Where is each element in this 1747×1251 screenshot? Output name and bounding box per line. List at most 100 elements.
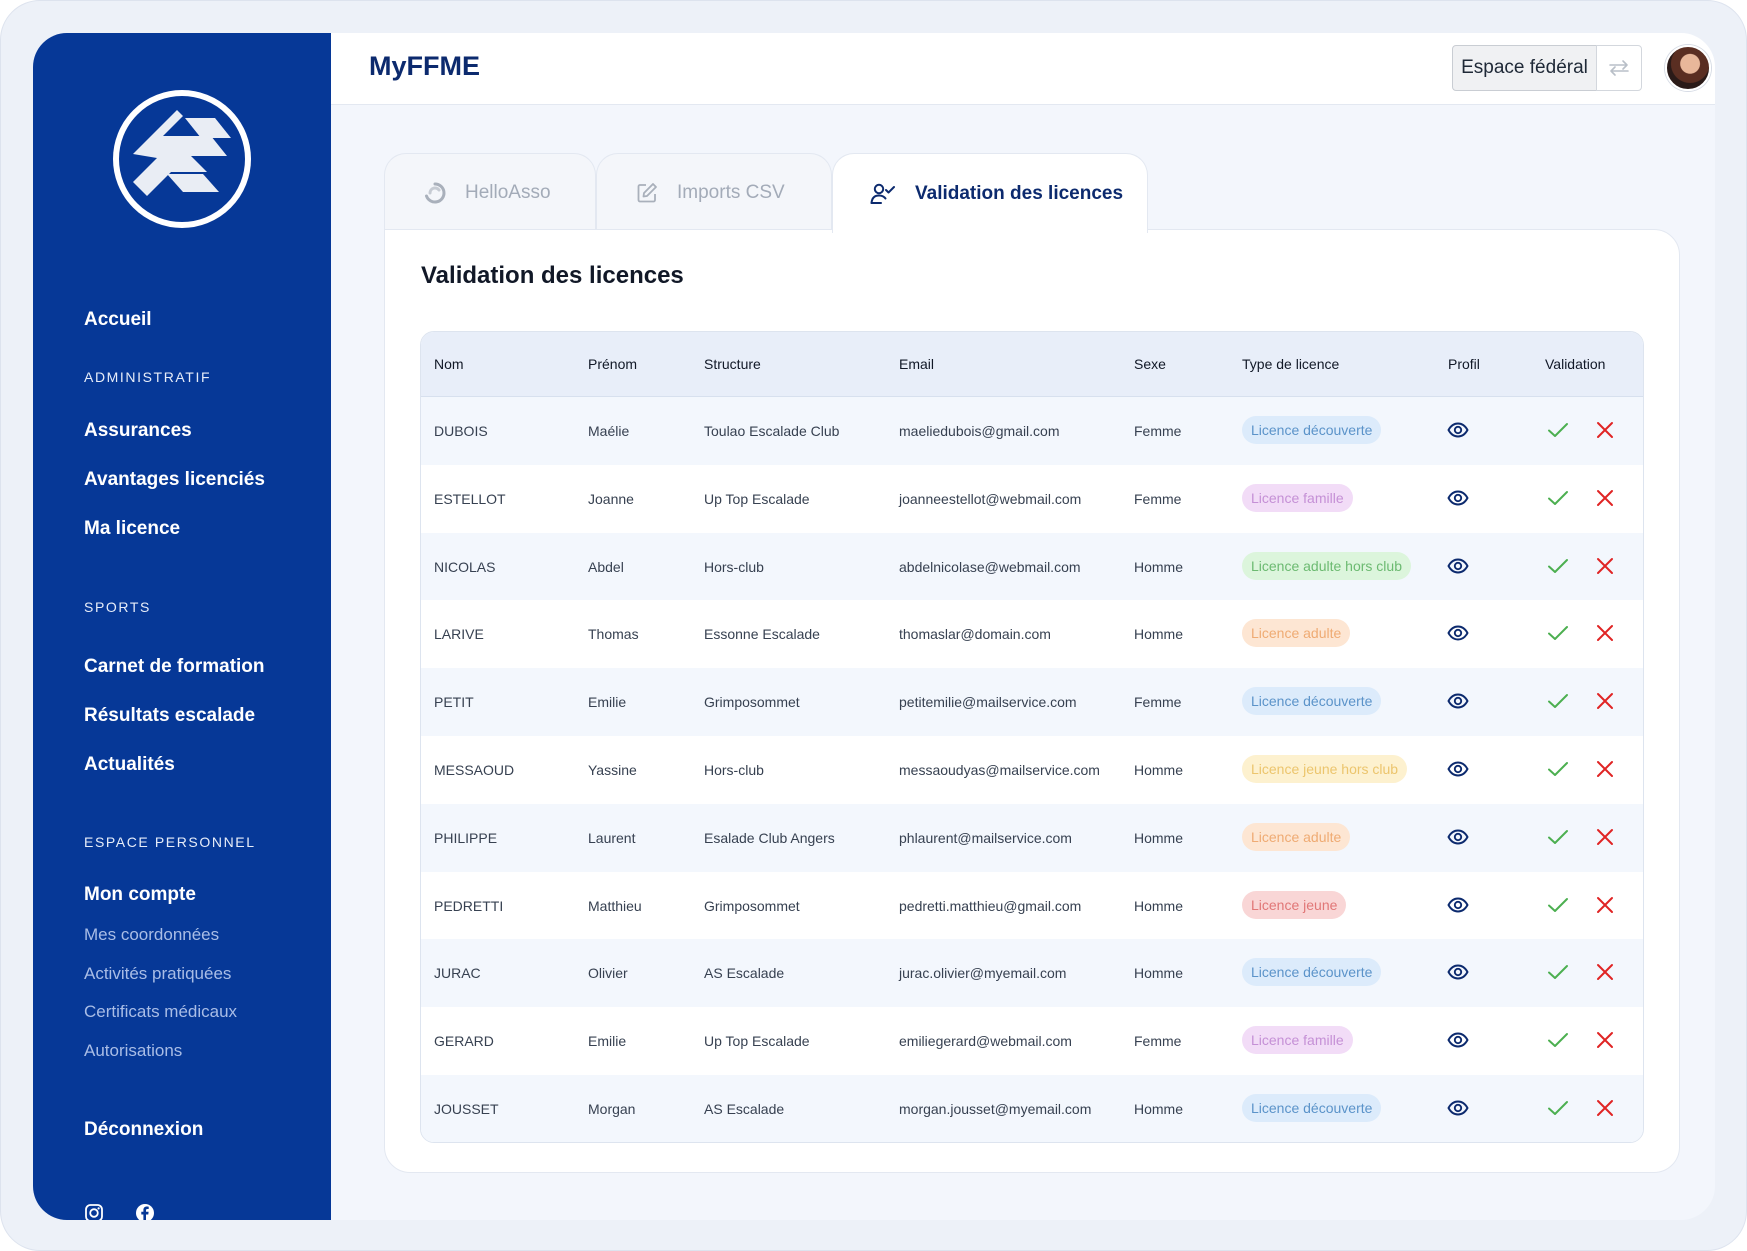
nav-resultats-escalade[interactable]: Résultats escalade (84, 705, 256, 726)
nav-ma-licence[interactable]: Ma licence (84, 518, 181, 539)
cell-prenom: Emilie (588, 1033, 627, 1050)
cell-prenom: Emilie (588, 694, 627, 711)
user-avatar[interactable] (1665, 45, 1711, 91)
approve-check-icon[interactable] (1547, 896, 1569, 914)
nav-avantages-licencies[interactable]: Avantages licenciés (84, 469, 265, 490)
nav-mon-compte[interactable]: Mon compte (84, 884, 196, 905)
approve-check-icon[interactable] (1547, 489, 1569, 507)
swap-space-button[interactable] (1596, 45, 1642, 91)
license-type-badge: Licence adulte hors club (1242, 551, 1411, 580)
cell-nom: DUBOIS (434, 423, 488, 439)
reject-x-icon[interactable] (1596, 896, 1614, 914)
espace-federal-button[interactable]: Espace fédéral (1452, 45, 1597, 91)
view-profile-eye-icon[interactable] (1447, 422, 1469, 438)
table-row: PHILIPPE Laurent Esalade Club Angers phlaur… (421, 803, 1643, 872)
view-profile-eye-icon[interactable] (1447, 490, 1469, 506)
edit-icon (637, 182, 657, 202)
license-type-badge: Licence découverte (1242, 687, 1382, 716)
top-bar: MyFFME Espace fédéral (331, 33, 1715, 105)
table-row: ESTELLOT Joanne Up Top Escalade joanneestel… (421, 464, 1643, 533)
license-type-badge: Licence jeune (1242, 890, 1347, 919)
cell-email: thomaslar@domain.com (899, 626, 1051, 643)
view-profile-eye-icon[interactable] (1447, 761, 1469, 777)
cell-prenom: Maélie (588, 423, 630, 439)
column-header: Profil (1448, 356, 1480, 372)
cell-prenom: Thomas (588, 626, 639, 643)
nav-deconnexion[interactable]: Déconnexion (84, 1119, 204, 1140)
approve-check-icon[interactable] (1547, 963, 1569, 981)
license-type-badge: Licence famille (1242, 483, 1353, 512)
column-header[interactable]: Email (899, 356, 935, 372)
cell-structure: Toulao Escalade Club (704, 423, 840, 439)
view-profile-eye-icon[interactable] (1447, 693, 1469, 709)
tab-validation-licences[interactable]: Validation des licences (832, 153, 1148, 233)
reject-x-icon[interactable] (1596, 624, 1614, 642)
cell-email: joanneestellot@webmail.com (899, 490, 1082, 507)
view-profile-eye-icon[interactable] (1447, 558, 1469, 574)
cell-structure: AS Escalade (704, 1101, 785, 1117)
reject-x-icon[interactable] (1596, 692, 1614, 710)
reject-x-icon[interactable] (1596, 1031, 1614, 1049)
cell-structure: AS Escalade (704, 965, 785, 982)
nav-certificats-medicaux[interactable]: Certificats médicaux (84, 1002, 238, 1021)
cell-prenom: Abdel (588, 558, 624, 575)
nav-section-personal: ESPACE PERSONNEL (84, 834, 256, 850)
view-profile-eye-icon[interactable] (1447, 964, 1469, 980)
reject-x-icon[interactable] (1596, 1099, 1614, 1117)
cell-email: maeliedubois@gmail.com (899, 423, 1060, 439)
approve-check-icon[interactable] (1547, 1099, 1569, 1117)
column-header[interactable]: Type de licence (1242, 356, 1340, 372)
nav-activites-pratiquees[interactable]: Activités pratiquées (84, 964, 232, 983)
reject-x-icon[interactable] (1596, 489, 1614, 507)
nav-autorisations[interactable]: Autorisations (84, 1041, 183, 1060)
approve-check-icon[interactable] (1547, 828, 1569, 846)
column-header[interactable]: Sexe (1134, 356, 1166, 372)
table-row: JURAC Olivier AS Escalade jurac.olivier@mye… (421, 939, 1643, 1008)
table-row: PETIT Emilie Grimposommet petitemilie@mails… (421, 668, 1643, 737)
column-header[interactable]: Nom (434, 356, 464, 372)
license-type-badge: Licence découverte (1242, 958, 1382, 987)
table-row: LARIVE Thomas Essonne Escalade thomaslar@do… (421, 600, 1643, 669)
nav-section-sports: SPORTS (84, 599, 151, 615)
nav-mes-coordonnees[interactable]: Mes coordonnées (84, 925, 220, 944)
cell-sexe: Femme (1134, 694, 1182, 711)
view-profile-eye-icon[interactable] (1447, 625, 1469, 641)
facebook-icon[interactable] (135, 1203, 155, 1220)
license-type-badge: Licence famille (1242, 1026, 1353, 1055)
licences-table: Nom Prénom Structure Email Sexe Type de … (420, 331, 1644, 1143)
nav-home[interactable]: Accueil (84, 309, 152, 330)
tab-imports-csv[interactable]: Imports CSV (596, 153, 832, 231)
approve-check-icon[interactable] (1547, 624, 1569, 642)
card-title: Validation des licences (421, 262, 684, 289)
nav-actualites[interactable]: Actualités (84, 754, 175, 775)
tab-helloasso[interactable]: HelloAsso (384, 153, 596, 231)
nav-section-admin: ADMINISTRATIF (84, 369, 212, 385)
reject-x-icon[interactable] (1596, 963, 1614, 981)
approve-check-icon[interactable] (1547, 760, 1569, 778)
cell-nom: PEDRETTI (434, 897, 504, 914)
reject-x-icon[interactable] (1596, 760, 1614, 778)
instagram-icon[interactable] (84, 1203, 104, 1220)
view-profile-eye-icon[interactable] (1447, 897, 1469, 913)
view-profile-eye-icon[interactable] (1447, 1100, 1469, 1116)
column-header[interactable]: Structure (704, 356, 761, 372)
view-profile-eye-icon[interactable] (1447, 829, 1469, 845)
nav-assurances[interactable]: Assurances (84, 420, 192, 441)
cell-nom: NICOLAS (434, 558, 496, 575)
nav-carnet-formation[interactable]: Carnet de formation (84, 656, 265, 677)
approve-check-icon[interactable] (1547, 1031, 1569, 1049)
view-profile-eye-icon[interactable] (1447, 1032, 1469, 1048)
table-row: DUBOIS Maélie Toulao Escalade Club maeliedu… (421, 397, 1643, 465)
reject-x-icon[interactable] (1596, 421, 1614, 439)
cell-sexe: Homme (1134, 897, 1184, 914)
approve-check-icon[interactable] (1547, 692, 1569, 710)
reject-x-icon[interactable] (1596, 828, 1614, 846)
reject-x-icon[interactable] (1596, 557, 1614, 575)
validation-card: Validation des licences Nom Prénom Struc… (384, 229, 1680, 1173)
approve-check-icon[interactable] (1547, 557, 1569, 575)
cell-prenom: Yassine (588, 762, 637, 778)
approve-check-icon[interactable] (1547, 421, 1569, 439)
cell-sexe: Femme (1134, 423, 1182, 439)
column-header[interactable]: Prénom (588, 356, 638, 372)
license-type-badge: Licence adulte (1242, 822, 1351, 851)
